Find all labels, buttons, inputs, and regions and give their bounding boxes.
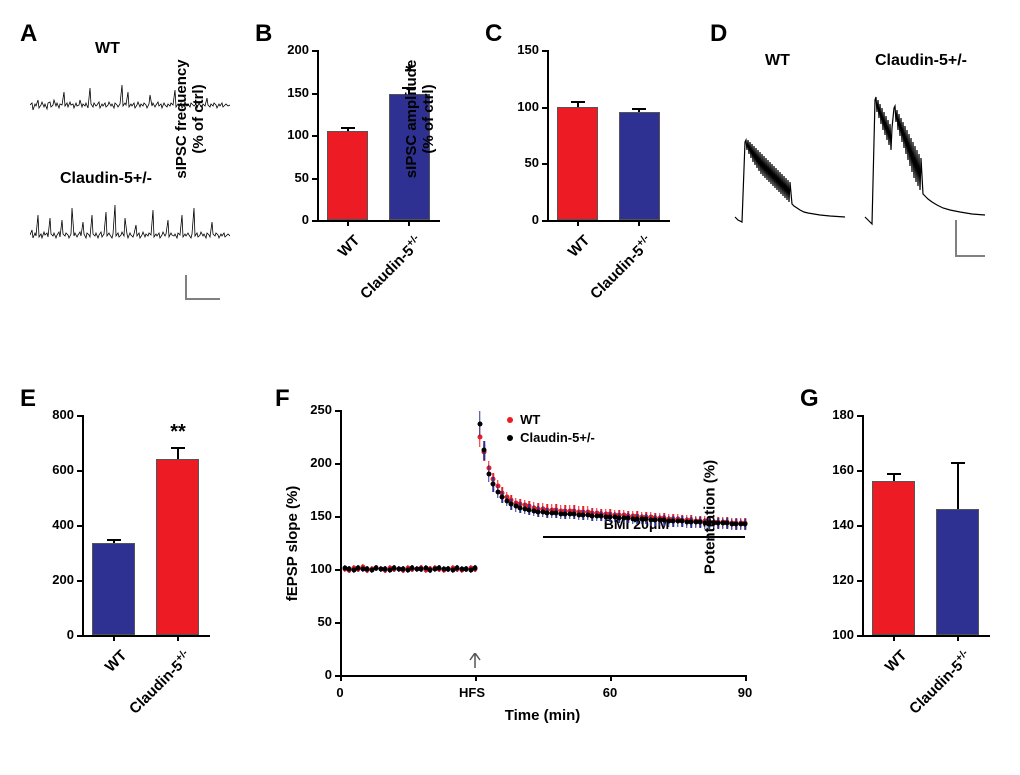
panel-g: G 100120140160180Potentiation (%)WTClaud…: [800, 385, 1000, 755]
panel-d-scalebar-h: [955, 255, 985, 257]
data-point: [495, 489, 500, 494]
bar-1: [156, 459, 199, 635]
data-point: [482, 448, 487, 453]
panel-e: E 0200400600800HFS-evoked IPSC area(pA*s…: [20, 385, 220, 755]
legend-item-1: Claudin-5+/-: [520, 430, 595, 445]
hfs-arrow-icon: [468, 653, 482, 680]
panel-a-letter: A: [20, 20, 37, 48]
panel-a-claudin-label: Claudin-5+/-: [60, 170, 152, 188]
panel-d-claudin-trace: [860, 82, 990, 242]
panel-f-chart: 0501001502002500306090fEPSP slope (%)Tim…: [275, 405, 755, 735]
panel-d-letter: D: [710, 20, 727, 48]
panel-c-chart: 050100150sIPSC amplitude(% of ctrl)WTCla…: [485, 40, 680, 330]
figure-root: A WT Claudin-5+/- B 050100150200sIPSC fr…: [20, 20, 1000, 755]
panel-d-claudin-label: Claudin-5+/-: [875, 52, 967, 70]
data-point: [477, 421, 482, 426]
data-point: [486, 471, 491, 476]
data-point: [473, 565, 478, 570]
panel-d-scalebar-v: [955, 220, 957, 255]
bar-1: [936, 509, 979, 636]
panel-d-wt-trace: [730, 82, 850, 242]
panel-f: F 0501001502002500306090fEPSP slope (%)T…: [275, 385, 755, 755]
panel-e-chart: 0200400600800HFS-evoked IPSC area(pA*s)W…: [20, 405, 220, 745]
panel-d: D WT Claudin-5+/-: [710, 20, 1000, 330]
bar-0: [872, 481, 915, 635]
bar-0: [327, 131, 368, 220]
bar-0: [92, 543, 135, 635]
panel-c: C 050100150sIPSC amplitude(% of ctrl)WTC…: [485, 20, 680, 330]
data-point: [743, 522, 748, 527]
data-point: [491, 482, 496, 487]
bar-1: [619, 112, 660, 220]
panel-a-wt-label: WT: [95, 40, 120, 58]
panel-a-scalebar-v: [185, 275, 187, 298]
panel-g-chart: 100120140160180Potentiation (%)WTClaudin…: [800, 405, 1000, 745]
panel-a-scalebar-h: [185, 298, 220, 300]
bar-0: [557, 107, 598, 220]
panel-d-wt-label: WT: [765, 52, 790, 70]
legend-item-0: WT: [520, 412, 540, 427]
hfs-label: HFS: [458, 685, 486, 700]
panel-a-claudin-trace: [30, 200, 230, 270]
